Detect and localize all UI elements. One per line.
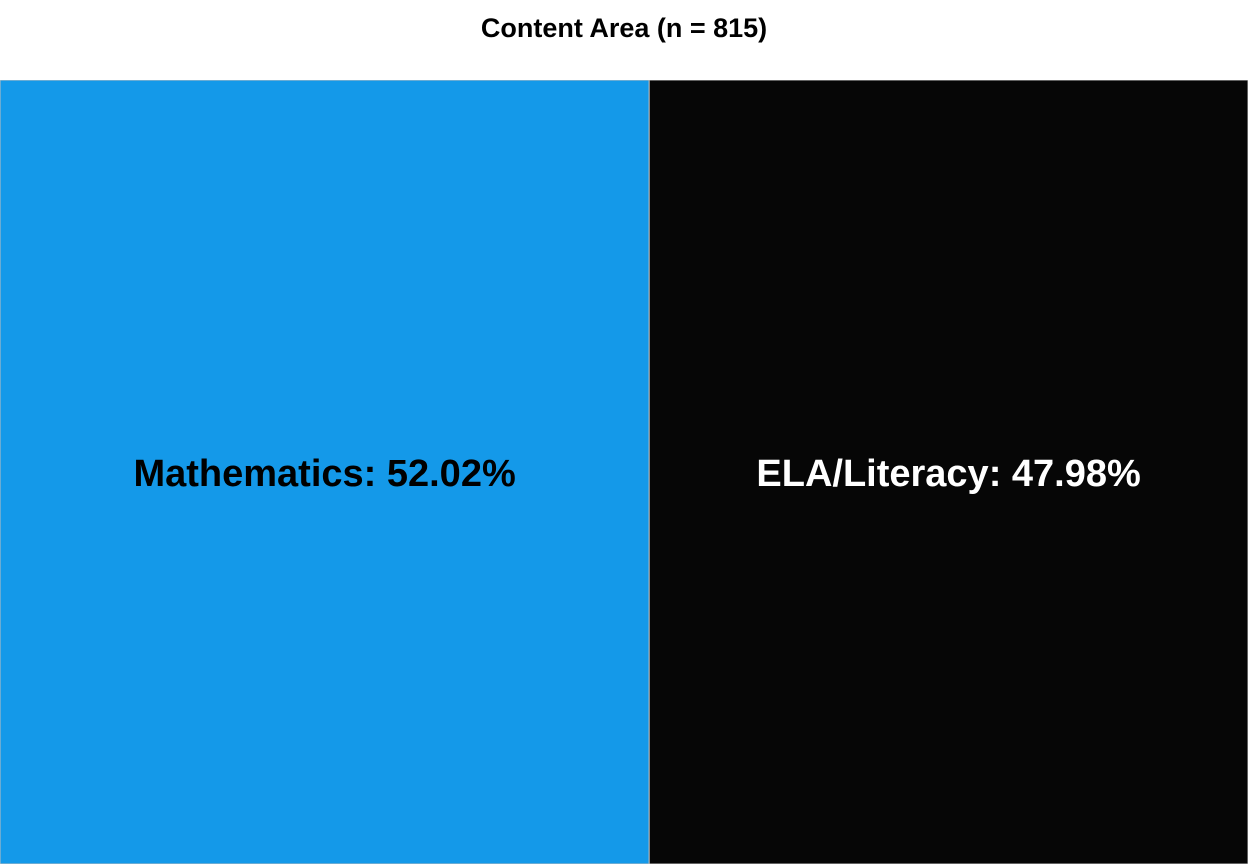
treemap-tiles: [0, 80, 1248, 864]
chart-title: Content Area (n = 815): [480, 13, 768, 43]
tile-mathematics: [0, 80, 650, 864]
tile-label-ela-literacy: ELA/Literacy: 47.98%: [756, 453, 1140, 495]
treemap-chart: Mathematics: 52.02% ELA/Literacy: 47.98%: [0, 80, 1248, 864]
tile-ela-literacy: [648, 80, 1248, 864]
treemap-labels: Mathematics: 52.02% ELA/Literacy: 47.98%: [133, 453, 1140, 495]
tile-label-mathematics: Mathematics: 52.02%: [133, 453, 515, 495]
